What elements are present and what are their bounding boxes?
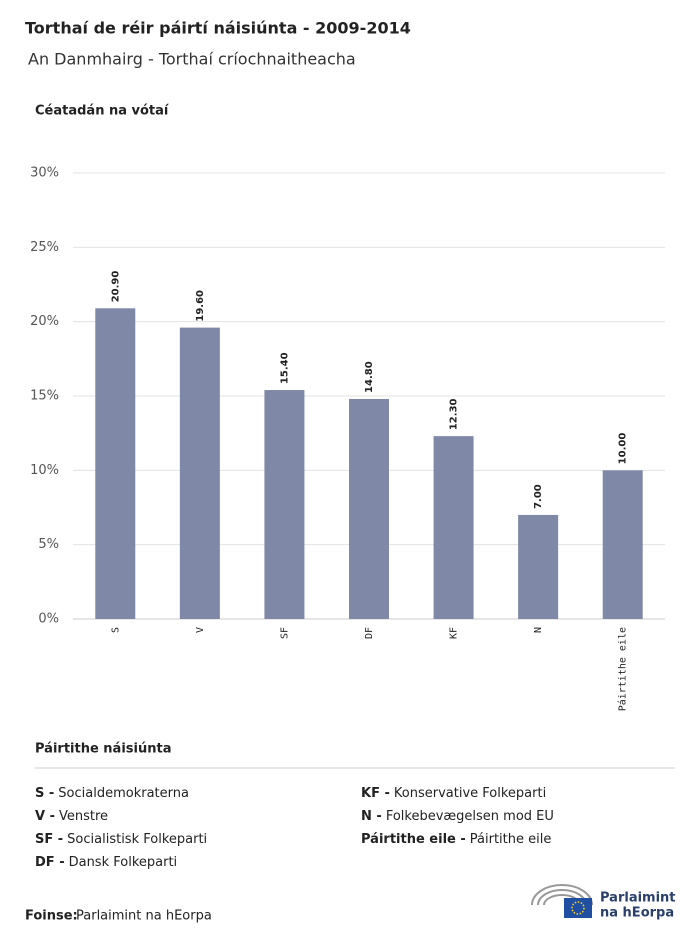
legend-entry: N - Folkebevægelsen mod EU [361, 809, 554, 824]
value-label: 14.80 [364, 361, 375, 393]
value-label: 12.30 [449, 398, 460, 430]
logo-text: na hEorpa [600, 906, 674, 921]
party-name: Páirtithe eile [469, 832, 552, 847]
y-tick-label: 15% [30, 389, 59, 404]
bar [264, 390, 305, 619]
party-name: Socialistisk Folkeparti [67, 832, 208, 847]
legend-entry: S - Socialdemokraterna [35, 786, 189, 801]
legend-title: Páirtithe náisiúnta [35, 742, 171, 757]
x-tick-label: V [195, 627, 206, 633]
party-abbr: N - [361, 809, 382, 824]
y-axis-title: Céatadán na vótaí [35, 104, 170, 119]
value-label: 20.90 [110, 271, 121, 303]
party-name: Dansk Folkeparti [68, 855, 178, 870]
value-label: 10.00 [618, 433, 629, 465]
bar [349, 398, 389, 619]
party-abbr: KF - [361, 786, 390, 801]
y-tick-label: 30% [30, 166, 59, 181]
legend-entry: SF - Socialistisk Folkeparti [35, 832, 207, 847]
bar [518, 514, 559, 619]
logo: Parlaimint na hEorpa [531, 884, 676, 921]
chart-title: Torthaí de réir páirtí náisiúnta - 2009-… [25, 19, 411, 38]
party-abbr: V - [35, 809, 55, 824]
x-tick-label: KF [449, 627, 460, 639]
x-tick-label: DF [364, 627, 375, 639]
bar [179, 327, 220, 619]
x-tick-label: Páirtithe eile [617, 627, 629, 711]
source: Parlaimint na hEorpa [76, 909, 212, 924]
bar [433, 436, 474, 619]
party-abbr: DF - [35, 855, 65, 870]
legend-entry: DF - Dansk Folkeparti [35, 855, 177, 870]
legend-entry: Páirtithe eile - Páirtithe eile [361, 832, 551, 847]
chart-subtitle: An Danmhairg - Torthaí críochnaitheacha [28, 50, 356, 69]
y-tick-label: 5% [38, 537, 59, 552]
party-name: Venstre [58, 809, 109, 824]
y-tick-label: 25% [30, 240, 59, 255]
logo-text: Parlaimint [600, 891, 676, 906]
y-tick-label: 10% [30, 463, 59, 478]
x-tick-label: SF [279, 627, 290, 639]
party-abbr: S - [35, 786, 55, 801]
bar [602, 470, 643, 619]
party-abbr: Páirtithe eile - [361, 832, 466, 847]
party-name: Folkebevægelsen mod EU [385, 809, 554, 824]
x-tick-label: S [110, 627, 121, 633]
x-tick-label: N [533, 627, 544, 633]
value-label: 7.00 [533, 484, 544, 509]
party-abbr: SF - [35, 832, 64, 847]
legend-entry: V - Venstre [35, 809, 108, 824]
legend-entry: KF - Konservative Folkeparti [361, 786, 546, 801]
y-tick-label: 20% [30, 314, 59, 329]
party-name: Konservative Folkeparti [393, 786, 547, 801]
source-label: Foinse: [25, 909, 78, 924]
value-label: 15.40 [279, 352, 290, 384]
bar [95, 308, 136, 619]
party-name: Socialdemokraterna [58, 786, 189, 801]
value-label: 19.60 [195, 290, 206, 322]
y-tick-label: 0% [38, 612, 59, 627]
